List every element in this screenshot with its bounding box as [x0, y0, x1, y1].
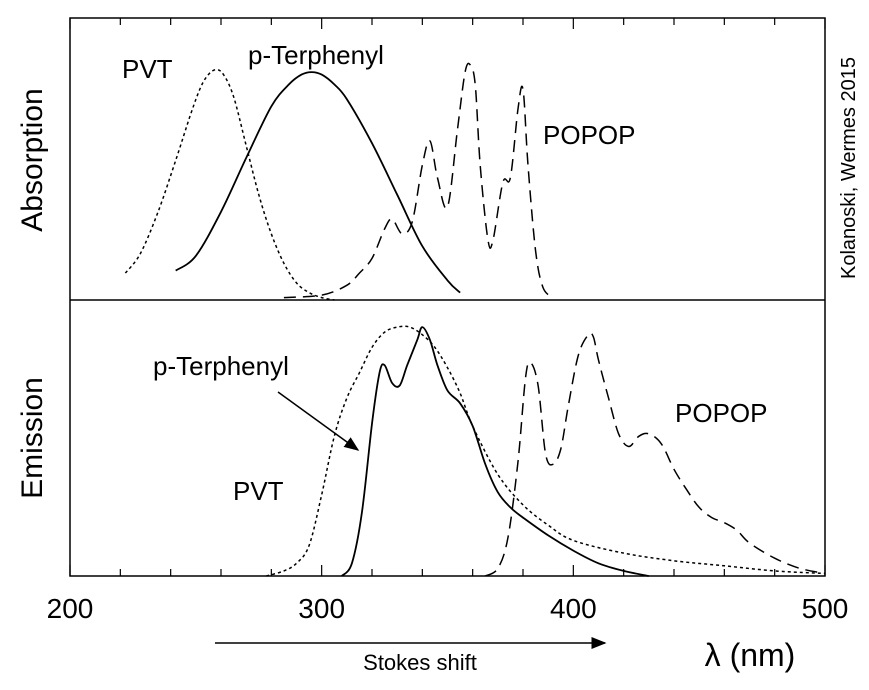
emission-popop-curve — [484, 332, 826, 577]
x-axis-ticks — [69, 18, 826, 576]
em-popop-label: POPOP — [675, 398, 767, 428]
x-tick-label-300: 300 — [298, 593, 345, 624]
absorption-pvt-curve — [124, 68, 335, 301]
x-axis-label: λ (nm) — [705, 637, 796, 673]
em-pvt-label: PVT — [233, 476, 284, 506]
absorption-ylabel: Absorption — [16, 88, 49, 231]
x-tick-label-400: 400 — [550, 593, 597, 624]
em-pterphenyl-label: p-Terphenyl — [153, 351, 289, 381]
absorption-popop-curve — [283, 62, 554, 299]
x-tick-label-200: 200 — [47, 593, 94, 624]
em-pterphenyl-pointer — [277, 391, 360, 451]
curves — [124, 62, 826, 577]
emission-pvt-curve — [266, 325, 826, 577]
stokes-shift-label: Stokes shift — [363, 650, 477, 675]
abs-pvt-label: PVT — [122, 54, 173, 84]
x-tick-labels: 200 300 400 500 — [47, 593, 849, 624]
emission-ylabel: Emission — [16, 377, 49, 499]
credit-text: Kolanoski, Wermes 2015 — [838, 57, 860, 279]
x-tick-label-500: 500 — [802, 593, 849, 624]
abs-pterphenyl-label: p-Terphenyl — [248, 40, 384, 70]
absorption-p-terphenyl-curve — [175, 71, 461, 294]
emission-p-terphenyl-curve — [341, 326, 649, 577]
abs-popop-label: POPOP — [543, 120, 635, 150]
plot-frame — [69, 17, 826, 577]
